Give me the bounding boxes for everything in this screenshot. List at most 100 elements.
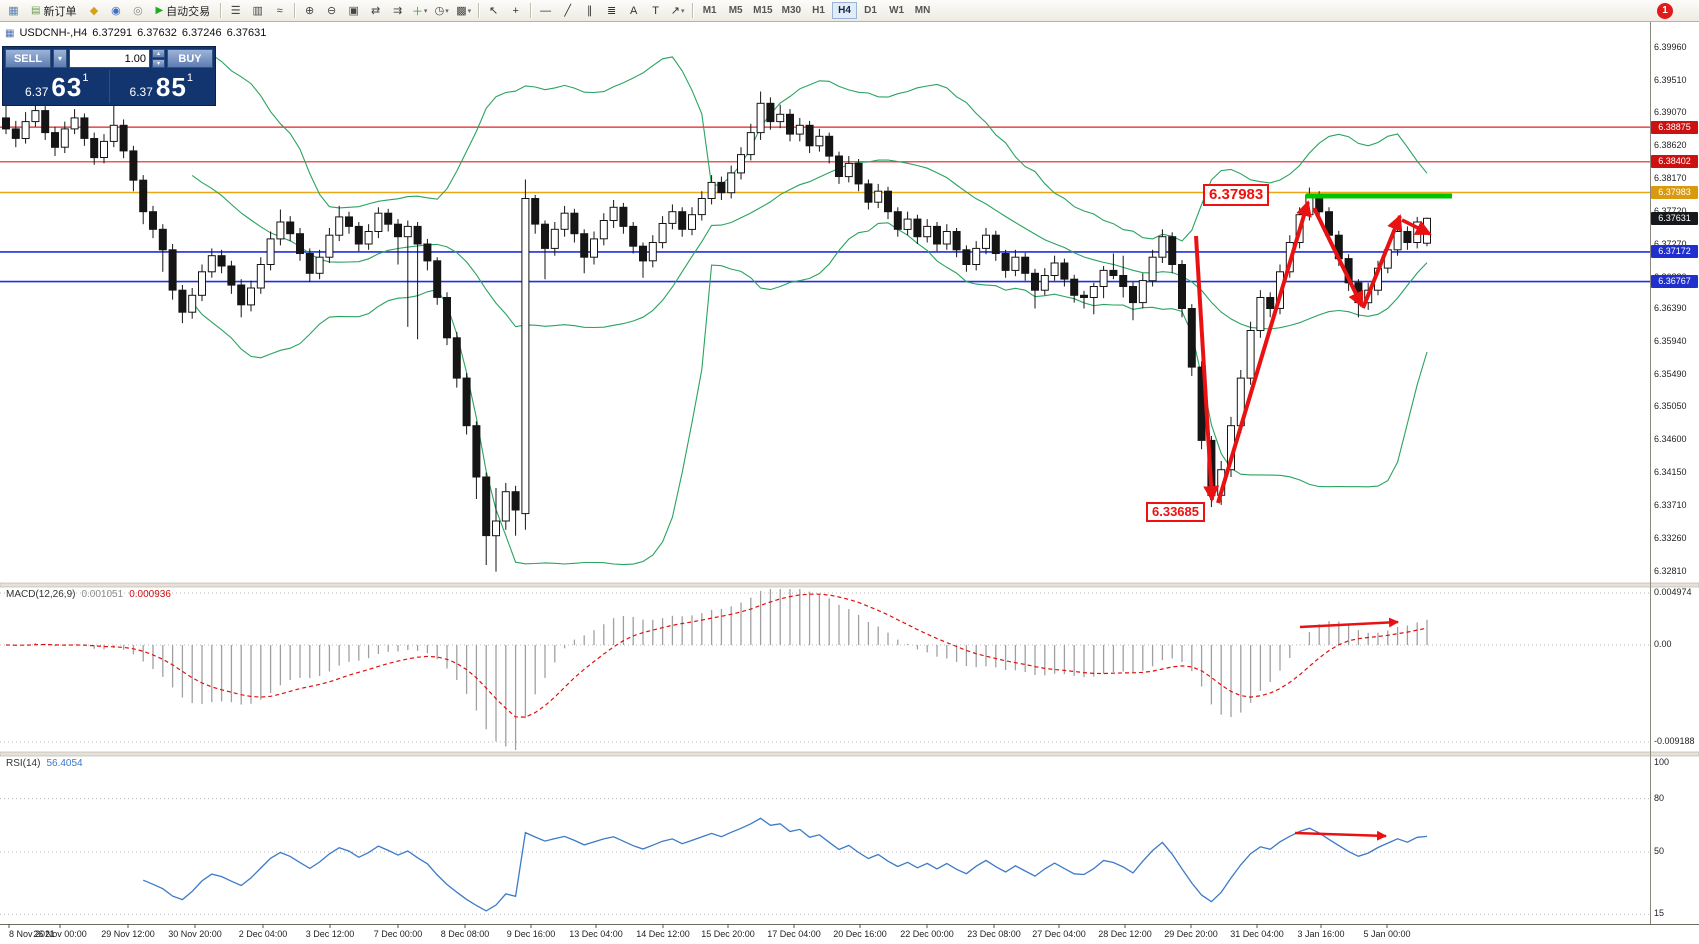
macd-signal-value: 0.000936 — [129, 589, 171, 600]
panel-separators[interactable] — [0, 22, 1699, 925]
sell-button[interactable]: SELL — [5, 49, 51, 68]
timeframe-d1[interactable]: D1 — [858, 2, 883, 19]
shop-icon[interactable]: ◆ — [83, 2, 104, 20]
line-chart-icon: ≈ — [276, 4, 283, 17]
templates-icon: ▩ — [456, 5, 467, 17]
timeframe-m5[interactable]: M5 — [723, 2, 748, 19]
buy-price-point: 1 — [186, 72, 193, 84]
new-order-icon: ▤ — [31, 5, 41, 16]
volume-down-button[interactable]: ▾ — [152, 59, 165, 68]
sell-price-pips: 63 — [51, 71, 83, 102]
buy-price-prefix: 6.37 — [129, 85, 153, 99]
trend-arrows[interactable] — [1194, 200, 1432, 841]
timeframe-m30[interactable]: M30 — [778, 2, 805, 19]
crosshair-icon: + — [512, 4, 519, 17]
timeframe-h4[interactable]: H4 — [832, 2, 858, 19]
high-value: 6.37632 — [137, 27, 177, 39]
chart-ohlc-header: ▦ USDCNH-,H4 6.37291 6.37632 6.37246 6.3… — [5, 27, 266, 39]
caret-down-icon: ▾ — [681, 7, 685, 15]
caret-down-icon: ▾ — [467, 7, 472, 15]
shop-icon: ◆ — [89, 5, 99, 17]
news-icon[interactable]: ◎ — [127, 2, 148, 20]
community-icon: ◉ — [111, 5, 121, 17]
timeframe-w1[interactable]: W1 — [884, 2, 909, 19]
volume-stepper: ▴ ▾ — [152, 49, 165, 68]
indicators-icon: ＋ — [411, 5, 423, 18]
templates-icon[interactable]: ▩ ▾ — [453, 2, 474, 20]
timeframe-m15[interactable]: M15 — [749, 2, 776, 19]
tile-windows-icon[interactable]: ▣ — [343, 2, 364, 20]
text-icon[interactable]: A — [623, 2, 644, 20]
cursor-icon[interactable]: ↖ — [483, 2, 504, 20]
rsi-line — [142, 817, 1428, 912]
timeframe-m1[interactable]: M1 — [697, 2, 722, 19]
low-value: 6.37246 — [181, 27, 222, 39]
horizontal-line-icon[interactable]: — — [535, 2, 556, 20]
chart-shift-icon: ⇉ — [393, 5, 403, 17]
sell-price-display[interactable]: 6.37 63 1 — [5, 70, 109, 103]
trendline-icon: ╱ — [564, 5, 571, 17]
candlestick-chart-icon: ▥ — [252, 5, 263, 17]
toolbar-separator — [478, 3, 480, 18]
toolbar-separator — [530, 3, 532, 18]
autotrading-button[interactable]: ▶ 自动交易 — [149, 2, 216, 20]
charts-icon[interactable]: ▦ — [3, 2, 24, 20]
notifications-badge[interactable]: 1 — [1657, 3, 1673, 19]
order-options-caret[interactable]: ▾ — [53, 49, 67, 68]
equidistant-channel-icon[interactable]: ∥ — [579, 2, 600, 20]
news-icon: ◎ — [133, 5, 143, 17]
open-value: 6.37291 — [92, 27, 133, 39]
horizontal-price-lines[interactable] — [0, 126, 1650, 283]
text-icon: A — [629, 4, 638, 17]
sell-price-point: 1 — [82, 72, 89, 84]
rsi-value: 56.4054 — [46, 758, 83, 769]
bar-chart-icon: ☰ — [230, 5, 241, 17]
autotrading-button-label: 自动交易 — [166, 5, 211, 18]
chart-icon: ▦ — [5, 27, 15, 39]
fibonacci-icon[interactable]: ≣ — [601, 2, 622, 20]
bar-chart-icon[interactable]: ☰ — [225, 2, 246, 20]
new-order-button[interactable]: ▤ 新订单 — [25, 2, 82, 20]
tile-windows-icon: ▣ — [348, 5, 359, 17]
cursor-icon: ↖ — [489, 5, 499, 17]
caret-down-icon: ▾ — [57, 54, 62, 63]
text-label-icon[interactable]: T — [645, 2, 666, 20]
arrows-icon[interactable]: ↗ ▾ — [667, 2, 688, 20]
equidistant-channel-icon: ∥ — [586, 5, 593, 17]
one-click-trading-panel: SELL ▾ ▴ ▾ BUY 6.37 63 1 6.37 85 1 — [2, 46, 216, 106]
macd-name: MACD(12,26,9) — [6, 589, 76, 600]
caret-down-icon: ▾ — [445, 7, 449, 15]
buy-button[interactable]: BUY — [167, 49, 213, 68]
buy-price-pips: 85 — [155, 71, 187, 102]
volume-input[interactable] — [69, 49, 150, 68]
indicators-icon[interactable]: ＋ ▾ — [409, 2, 430, 20]
macd-indicator-label: MACD(12,26,9) 0.001051 0.000936 — [6, 589, 171, 600]
macd-signal-line — [5, 593, 1428, 718]
timeframe-h1[interactable]: H1 — [806, 2, 831, 19]
horizontal-line-icon: — — [540, 4, 552, 17]
community-icon[interactable]: ◉ — [105, 2, 126, 20]
toolbar: ▦ ▤ 新订单 ◆ ◉ ◎ ▶ 自动交易 ☰ ▥ ≈ ⊕ ⊖ ▣ ⇄ ⇉ ＋ ▾ ◷ ▾ ▩ ▾ ↖ + — ╱ ∥ ≣ A T ↗ ▾ M1 M… — [0, 0, 1699, 22]
time-axis-ticks — [8, 924, 1388, 928]
rsi-indicator-label: RSI(14) 56.4054 — [6, 758, 83, 769]
symbol-period-label: USDCNH-,H4 — [19, 27, 88, 39]
crosshair-icon[interactable]: + — [505, 2, 526, 20]
charts-icon: ▦ — [8, 5, 19, 17]
chart-shift-icon[interactable]: ⇉ — [387, 2, 408, 20]
buy-price-display[interactable]: 6.37 85 1 — [108, 70, 214, 103]
periods-icon[interactable]: ◷ ▾ — [431, 2, 452, 20]
candlestick-chart-icon[interactable]: ▥ — [247, 2, 268, 20]
timeframe-mn[interactable]: MN — [910, 2, 935, 19]
trendline-icon[interactable]: ╱ — [557, 2, 578, 20]
text-label-icon: T — [652, 4, 660, 17]
auto-scroll-icon[interactable]: ⇄ — [365, 2, 386, 20]
line-chart-icon[interactable]: ≈ — [269, 2, 290, 20]
new-order-button-label: 新订单 — [43, 5, 77, 18]
volume-up-button[interactable]: ▴ — [152, 49, 165, 58]
zoom-in-icon[interactable]: ⊕ — [299, 2, 320, 20]
auto-scroll-icon: ⇄ — [371, 5, 381, 17]
zoom-out-icon[interactable]: ⊖ — [321, 2, 342, 20]
rsi-name: RSI(14) — [6, 758, 41, 769]
